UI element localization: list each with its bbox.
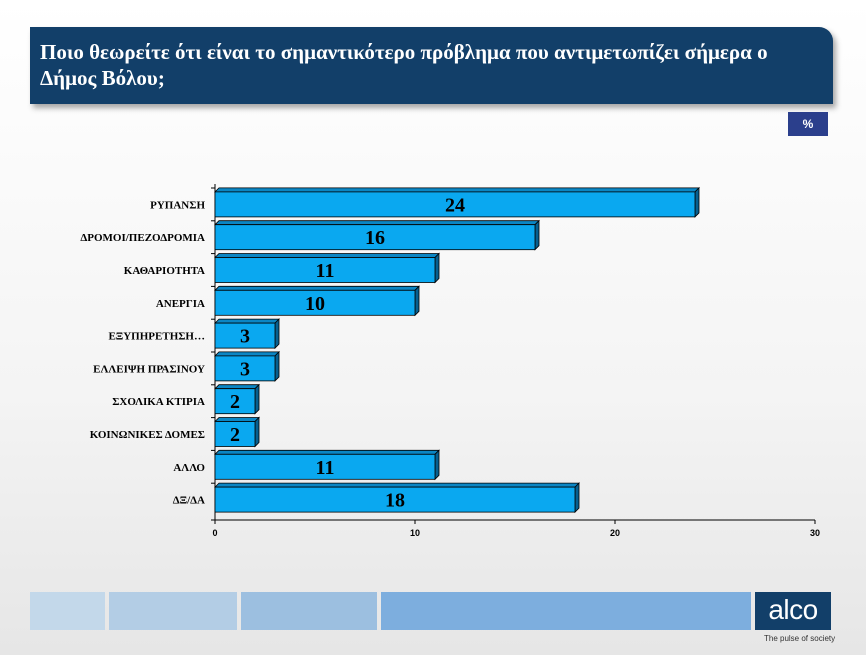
bar-top-face	[214, 482, 580, 488]
category-label: ΚΑΘΑΡΙΟΤΗΤΑ	[124, 265, 205, 277]
title-bar: Ποιο θεωρείτε ότι είναι το σημαντικότερο…	[30, 27, 833, 104]
x-tick-label: 10	[410, 528, 420, 538]
bar-data-label: 10	[305, 293, 325, 315]
bar-top-face	[214, 318, 280, 324]
bar-side-face	[254, 383, 260, 415]
category-label: ΣΧΟΛΙΚΑ ΚΤΙΡΙΑ	[112, 396, 205, 408]
bar	[214, 421, 256, 447]
bar-top-face	[214, 187, 700, 193]
bar-data-label: 16	[365, 227, 385, 249]
bar-data-label: 18	[385, 490, 405, 512]
x-tick-label: 30	[810, 528, 820, 538]
category-label: ΕΞΥΠΗΡΕΤΗΣΗ…	[108, 331, 205, 343]
category-label: ΔΡΟΜΟΙ/ΠΕΖΟΔΡΟΜΙΑ	[80, 232, 205, 244]
category-label: ΔΞ/ΔΑ	[173, 495, 205, 507]
bar-side-face	[534, 219, 540, 251]
bar-top-face	[214, 220, 540, 226]
bar-top-face	[214, 351, 280, 357]
category-label: ΚΟΙΝΩΝΙΚΕΣ ΔΟΜΕΣ	[90, 429, 205, 441]
x-tick-label: 20	[610, 528, 620, 538]
footer-strip-2	[109, 592, 237, 630]
bar-side-face	[694, 186, 700, 218]
x-tick-label: 0	[212, 528, 217, 538]
bar	[214, 191, 696, 218]
footer-strip-3	[241, 592, 377, 630]
bar-data-label: 2	[230, 424, 240, 446]
bar-data-label: 3	[240, 326, 250, 348]
page-title: Ποιο θεωρείτε ότι είναι το σημαντικότερο…	[40, 40, 768, 90]
bar	[214, 289, 416, 316]
category-label: ΑΛΛΟ	[173, 462, 205, 474]
bar	[214, 355, 276, 382]
bar-top-face	[214, 285, 420, 291]
bar-data-label: 2	[230, 391, 240, 413]
bar	[214, 453, 436, 480]
bar-side-face	[574, 482, 580, 514]
footer-strip-1	[30, 592, 105, 630]
bar	[214, 486, 576, 513]
bar-side-face	[254, 416, 260, 448]
category-label: ΡΥΠΑΝΣΗ	[150, 199, 205, 211]
unit-badge: %	[788, 112, 828, 136]
bar-top-face	[214, 384, 260, 390]
bar-side-face	[434, 449, 440, 481]
bar-top-face	[214, 253, 440, 258]
bar	[214, 224, 536, 251]
alco-logo: alco	[755, 592, 831, 630]
bar-side-face	[414, 285, 420, 317]
footer-strip-4	[381, 592, 751, 630]
category-label: ΑΝΕΡΓΙΑ	[156, 298, 205, 310]
bar-side-face	[274, 318, 280, 350]
bar-top-face	[214, 417, 260, 422]
bar-data-label: 3	[240, 358, 250, 380]
bar-data-label: 11	[316, 457, 335, 479]
bar	[214, 322, 276, 349]
bar-side-face	[274, 350, 280, 382]
bar-side-face	[434, 252, 440, 284]
bar-top-face	[214, 449, 440, 455]
category-label: ΕΛΛΕΙΨΗ ΠΡΑΣΙΝΟΥ	[93, 363, 205, 375]
bar	[214, 257, 436, 283]
brand-tagline: The pulse of society	[764, 634, 836, 643]
bar	[214, 388, 256, 415]
bar-data-label: 11	[316, 260, 335, 282]
bar-data-label: 24	[445, 194, 465, 216]
